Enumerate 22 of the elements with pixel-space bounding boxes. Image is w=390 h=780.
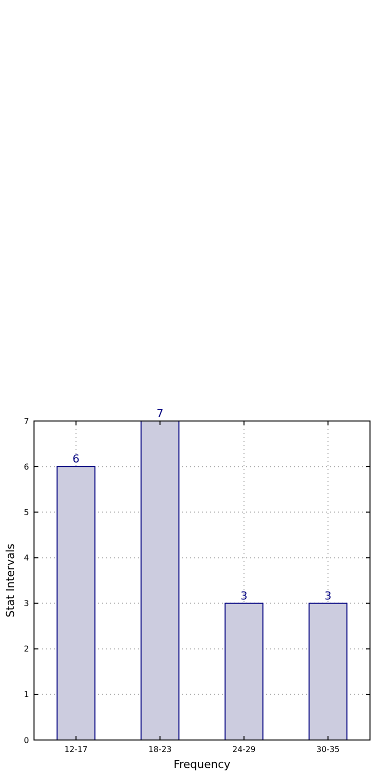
data-label: 7 — [156, 407, 164, 420]
y-tick-label: 1 — [24, 690, 29, 700]
data-label: 3 — [240, 589, 248, 602]
data-label: 6 — [72, 452, 80, 466]
y-tick-label: 4 — [24, 554, 29, 563]
y-tick-label: 3 — [24, 599, 29, 608]
data-label: 3 — [324, 589, 332, 602]
x-tick-label: 12-17 — [64, 745, 88, 754]
x-tick-label: 30-35 — [316, 745, 340, 754]
bar — [140, 420, 180, 740]
x-axis-title: Frequency — [174, 758, 231, 771]
y-tick-label: 6 — [24, 462, 29, 472]
bar — [308, 602, 348, 740]
bar — [56, 466, 96, 740]
y-tick-label: 2 — [24, 644, 29, 654]
y-tick-label: 5 — [24, 508, 29, 517]
bar — [224, 602, 264, 740]
y-axis-title: Stat Intervals — [4, 543, 17, 618]
x-tick-label: 18-23 — [148, 745, 172, 754]
y-tick-label: 0 — [24, 736, 29, 745]
x-tick-label: 24-29 — [232, 745, 256, 754]
y-tick-label: 7 — [24, 416, 29, 426]
